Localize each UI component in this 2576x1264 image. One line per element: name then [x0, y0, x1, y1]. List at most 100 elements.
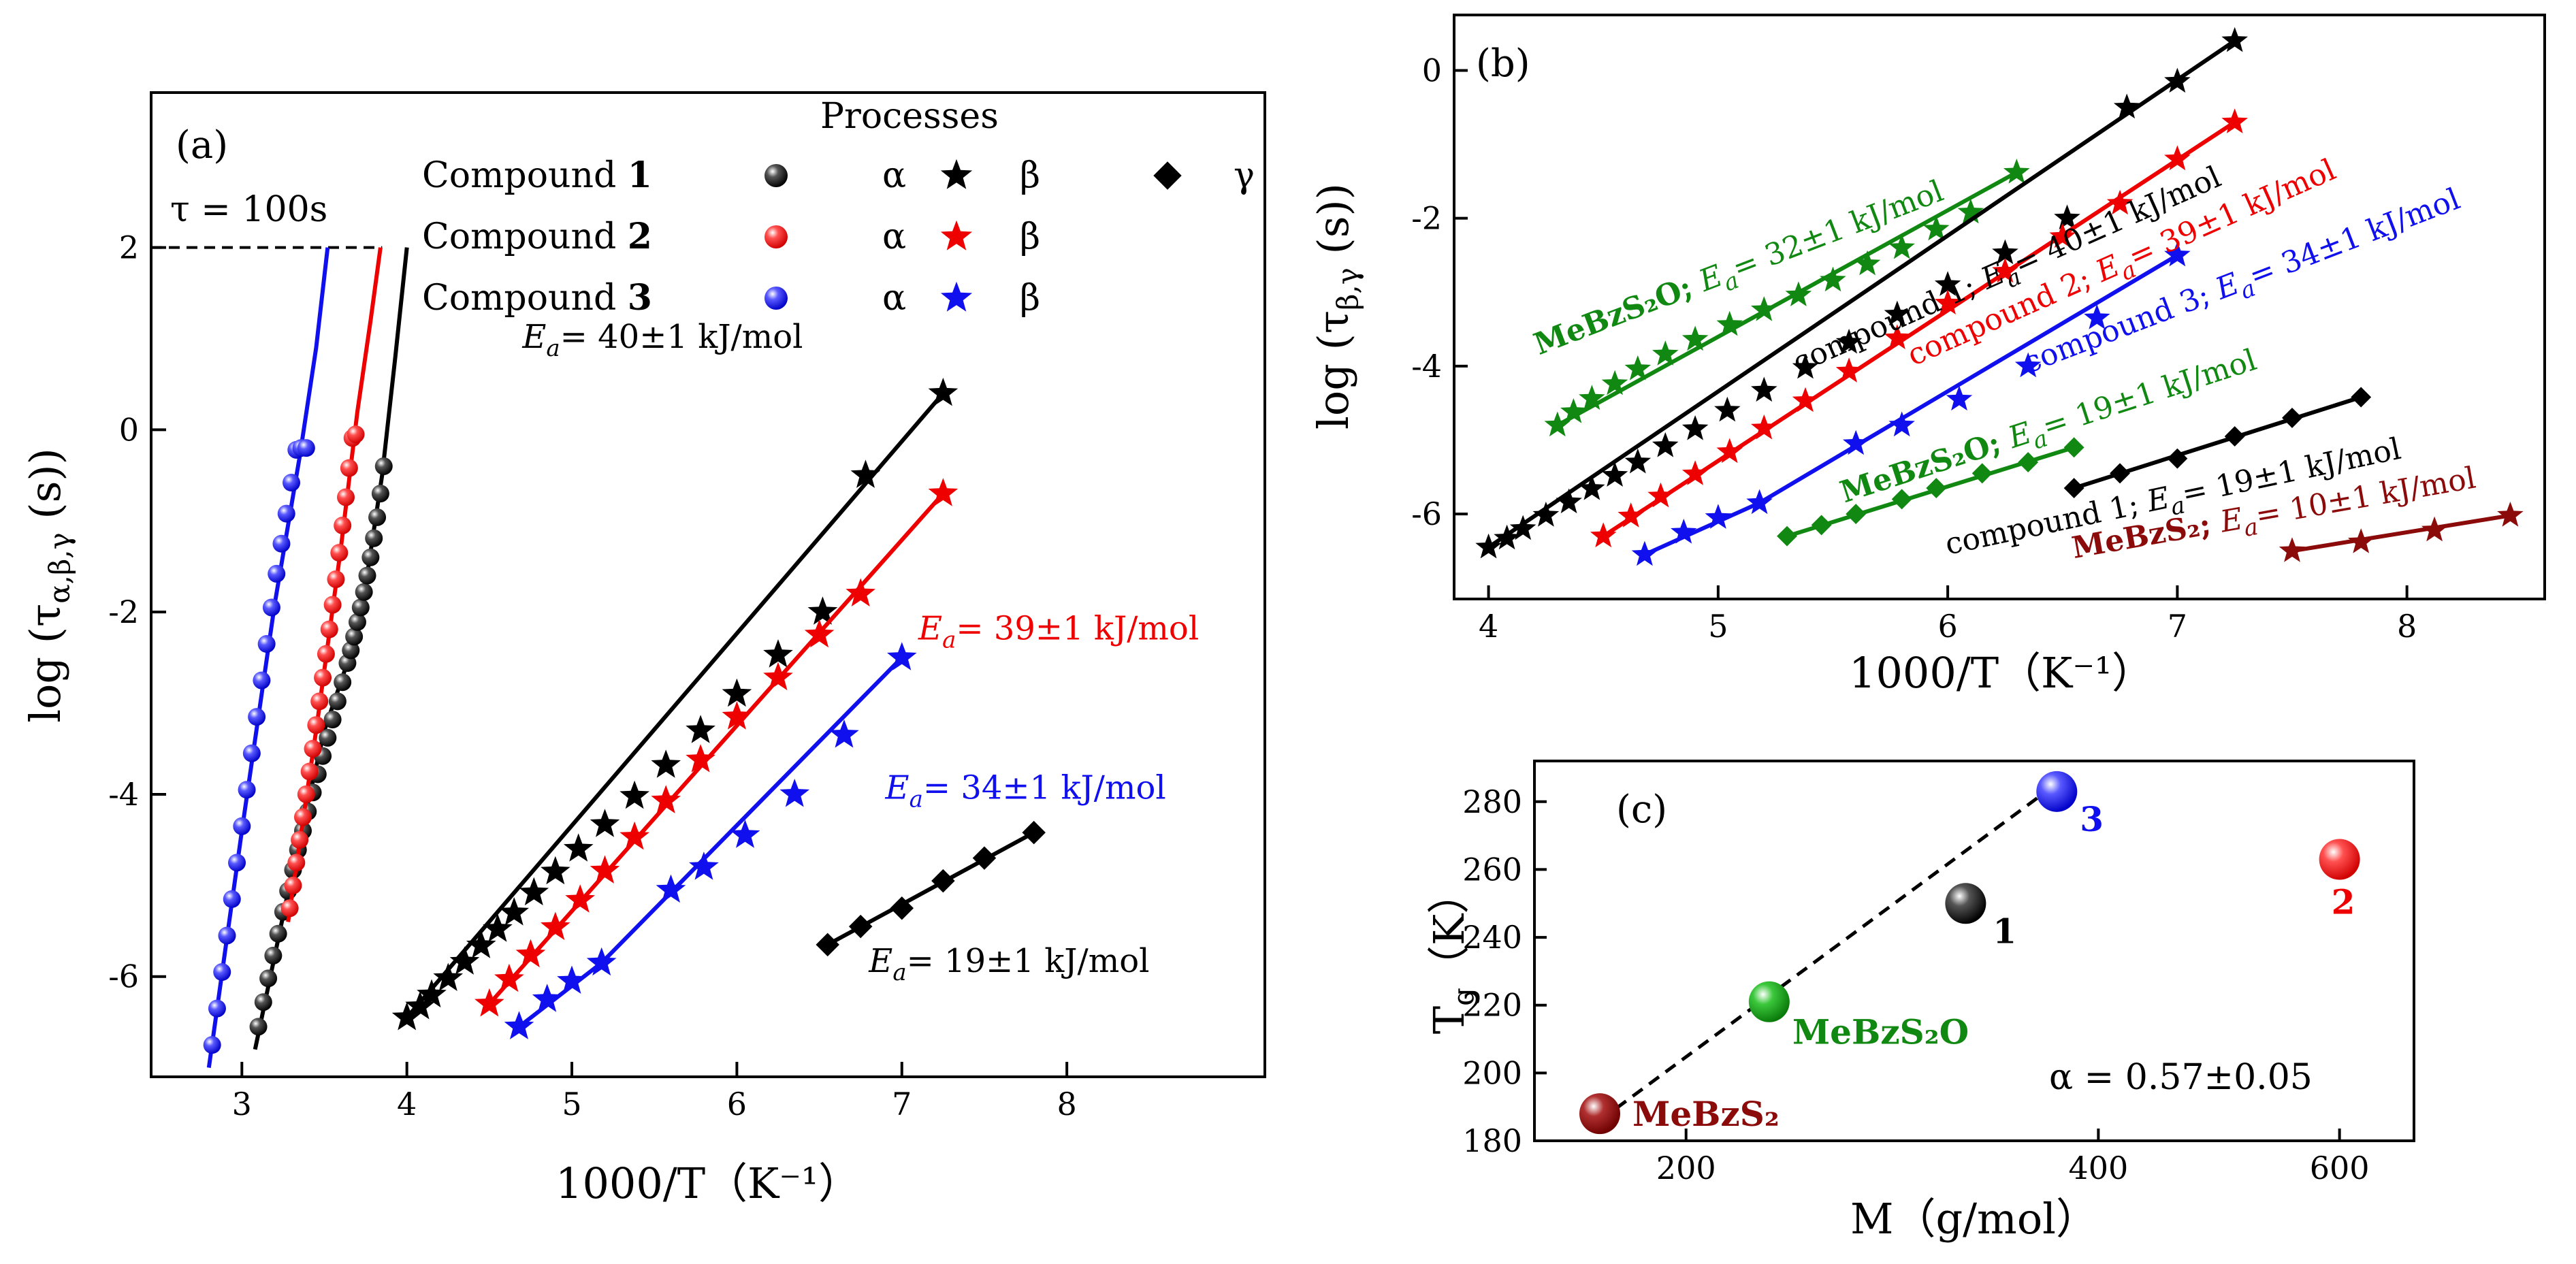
compound-1-point: [259, 969, 278, 988]
panel-a-xtick-label: 3: [232, 1086, 252, 1122]
ea-annotation: Ea= 34±1 kJ/mol: [885, 769, 1166, 813]
compound-1-point: [334, 673, 352, 692]
compound-2-point: [317, 645, 335, 663]
legend-alpha-marker: [764, 225, 788, 248]
compound-3-point: [238, 781, 256, 799]
compound-1-point: [1475, 533, 1502, 559]
compound-3-point: [887, 642, 917, 670]
compound-1-point: [1601, 461, 1628, 487]
compound-2-point: [474, 988, 504, 1017]
legend-alpha-2: α: [882, 216, 906, 257]
compound-2-point: [284, 876, 302, 894]
compound-2-point: [323, 596, 342, 614]
compound-3-point: [223, 890, 241, 908]
ea-value: = 40±1 kJ/mol: [560, 318, 803, 356]
panel-c-xlabel: M（g/mol）: [1850, 1194, 2098, 1244]
legend-alpha-3: α: [882, 278, 906, 319]
panel-c-ytick-label: 220: [1462, 987, 1522, 1024]
compound-1-point: [2110, 463, 2131, 484]
compound-2-point: [336, 488, 355, 506]
compound-1-point: [405, 991, 435, 1020]
compound-3-point: [1746, 489, 1773, 515]
compound-1-point: [417, 979, 447, 1008]
compound-1-point: [351, 598, 370, 617]
tg-point: [2319, 839, 2360, 880]
compound-3-point: [203, 1036, 221, 1054]
panel-b-ylabel: log (τβ,γ (s)): [1308, 183, 1364, 430]
compound-2-point: [722, 701, 752, 730]
compound-1-point: [2167, 448, 2188, 469]
compound-1-point: [1751, 376, 1777, 402]
compound-1-point: [1022, 820, 1046, 845]
compound-1-point: [928, 377, 959, 406]
compound-2-point: [334, 516, 352, 534]
panel-a-ylabel: log (τα,β,γ (s)): [20, 448, 76, 723]
legend-markers: [764, 159, 1182, 312]
panel-b-xtick-label: 8: [2397, 608, 2417, 645]
compound-2-point: [1681, 460, 1709, 485]
mebzs2o-point: [1579, 385, 1605, 410]
compound-2-point: [651, 785, 681, 813]
compound-3-point: [268, 564, 286, 583]
compound-2-point: [310, 692, 329, 711]
compound-3-point: [257, 635, 276, 653]
compound-1-point: [361, 548, 380, 566]
compound-2-point: [2164, 145, 2191, 171]
compound-1-point: [319, 728, 337, 747]
mebzs2o-point: [1846, 504, 1867, 525]
compound-1-point: [499, 897, 529, 926]
panel-b-xlabel: 1000/T（K⁻¹）: [1849, 648, 2154, 698]
mebzs2o-point: [1544, 411, 1571, 437]
compound-3-point: [2164, 241, 2191, 267]
mebzs2o-point: [2063, 437, 2084, 458]
compound-1-point: [345, 628, 364, 646]
compound-3-point: [1888, 411, 1915, 437]
mebzs2o-point: [1681, 325, 1709, 351]
compound-1-point: [342, 641, 360, 660]
compound-2-fit-line: [286, 247, 383, 922]
panel-a-xtick-label: 7: [892, 1086, 912, 1122]
compound-1-point: [1494, 524, 1520, 550]
compound-1-point: [466, 930, 496, 958]
compound-2-point: [1716, 438, 1743, 464]
compound-1-point: [391, 1002, 422, 1031]
panel-a-ytick-label: -6: [108, 958, 139, 995]
tg-point: [1945, 883, 1986, 924]
panel-b-frame: [1453, 14, 2546, 600]
compound-1-point: [1992, 239, 2018, 265]
compound-1-point: [1652, 432, 1679, 457]
tg-point: [1579, 1093, 1620, 1135]
legend-gamma-1: γ: [1234, 155, 1255, 196]
mebzs2-point: [2347, 528, 2374, 553]
legend-beta-2: β: [1020, 216, 1040, 257]
panel-c-axis-ticks: 200 400 600 180 200 220 240 260 280: [1462, 783, 2369, 1186]
compound-3-point: [213, 963, 231, 982]
compound-1-point: [269, 924, 287, 943]
compound-3-point: [730, 820, 760, 848]
legend-row-compound-1: Compound 1: [422, 155, 652, 196]
compound-1-point: [850, 459, 881, 488]
legend-row-number: 2: [628, 216, 652, 257]
compound-3-point: [228, 854, 246, 872]
compound-3-point: [262, 598, 280, 617]
mebzs2o-point: [1652, 340, 1679, 366]
panel-b-label: (b): [1476, 42, 1530, 86]
compound-3-point: [2084, 304, 2110, 329]
panel-b-xtick-label: 4: [1479, 608, 1498, 645]
compound-1-point: [2113, 93, 2140, 119]
compound-1-point: [2282, 407, 2302, 428]
ea-symbol: E: [918, 609, 942, 647]
compound-1-point: [519, 877, 549, 906]
tg-point-label: 1: [1993, 911, 2016, 951]
panel-c-ytick-label: 280: [1462, 783, 1522, 820]
panel-c-ytick-label: 240: [1462, 919, 1522, 956]
mebzs2o-point: [1601, 370, 1628, 395]
legend-row-compound-2: Compound 2: [422, 216, 652, 257]
compound-3-point: [1843, 430, 1869, 455]
compound-1-point: [651, 749, 681, 778]
tg-point-label: MeBzS₂O: [1792, 1012, 1969, 1052]
compound-2-point: [320, 620, 338, 638]
compound-1-point: [264, 946, 283, 965]
